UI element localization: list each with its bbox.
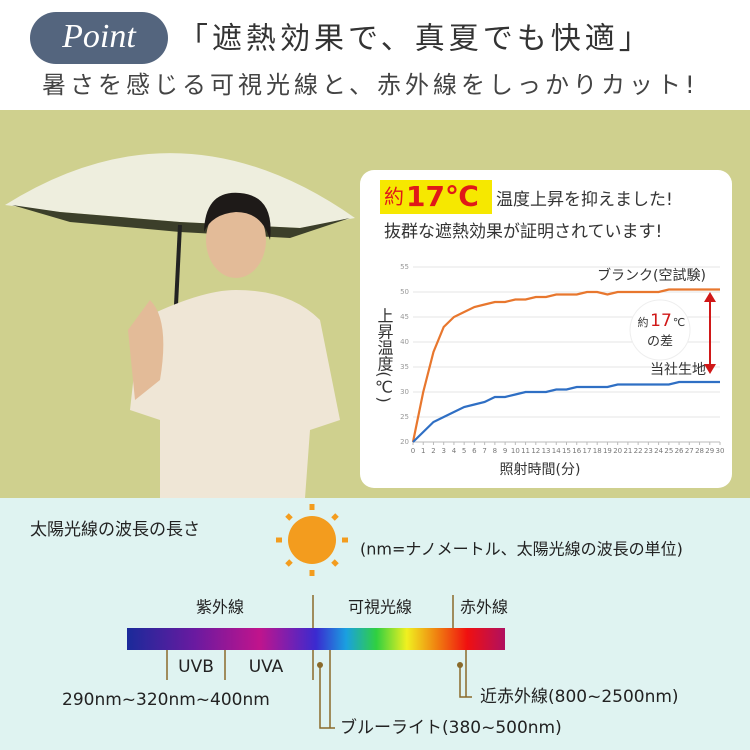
y-tick-label: 35: [400, 363, 409, 371]
x-tick-label: 4: [452, 447, 457, 455]
badge: [30, 12, 168, 64]
title: 「遮熱効果で、真夏でも快適」: [178, 22, 653, 57]
annotation-value: 17: [650, 311, 672, 331]
series-line: [412, 380, 720, 443]
hair: [204, 192, 271, 240]
x-tick-label: 2: [431, 447, 435, 455]
sun-core: [288, 516, 336, 564]
y-tick-label: 40: [400, 338, 409, 346]
headline: 温度上昇を抑えました!: [496, 190, 673, 210]
highlight-bg: [380, 180, 492, 214]
x-tick-label: 21: [623, 447, 632, 455]
umbrella-shaft: [174, 224, 182, 306]
legend-label: 当社生地: [650, 362, 706, 378]
x-tick-label: 27: [685, 447, 694, 455]
sun: [276, 504, 348, 576]
x-tick-label: 18: [593, 447, 602, 455]
chart-card: [360, 170, 732, 488]
x-tick-label: 14: [552, 447, 561, 455]
x-tick-label: 9: [503, 447, 507, 455]
y-axis-label: 上昇温度(℃): [374, 307, 393, 402]
band-label: 可視光線: [348, 598, 412, 617]
y-tick-label: 45: [400, 313, 409, 321]
marker-dot: [317, 662, 323, 668]
x-tick-label: 30: [716, 447, 725, 455]
x-tick-label: 22: [634, 447, 643, 455]
uva-label: UVA: [249, 657, 284, 677]
spectrum-title: 太陽光線の波長の長さ: [30, 520, 200, 540]
x-tick-label: 29: [705, 447, 714, 455]
highlight-prefix: 約: [384, 185, 404, 209]
spectrum-bar: [127, 628, 505, 650]
x-tick-label: 26: [675, 447, 684, 455]
x-tick-label: 10: [511, 447, 520, 455]
annotation-suffix: の差: [647, 335, 673, 350]
x-tick-label: 12: [531, 447, 540, 455]
x-tick-label: 24: [654, 447, 663, 455]
x-tick-label: 17: [583, 447, 592, 455]
brackets: [166, 650, 472, 729]
spectrum-bg: [0, 498, 750, 750]
series-line: [411, 288, 720, 443]
annotation-bubble: [629, 299, 691, 361]
band-label: 紫外線: [196, 598, 244, 617]
x-tick-label: 16: [572, 447, 581, 455]
sun-rays: [276, 504, 348, 576]
arm: [128, 300, 164, 400]
subtitle: 暑さを感じる可視光線と、赤外線をしっかりカット!: [42, 71, 699, 99]
band-label: 赤外線: [460, 598, 508, 617]
x-tick-label: 7: [482, 447, 486, 455]
arrow-head: [704, 364, 716, 374]
arrow-head: [704, 292, 716, 302]
annotation-unit: ℃: [673, 316, 685, 329]
y-tick-label: 55: [400, 263, 409, 271]
x-tick-label: 5: [462, 447, 466, 455]
x-tick-label: 28: [695, 447, 704, 455]
x-tick-label: 25: [664, 447, 673, 455]
badge-text: Point: [61, 18, 137, 55]
x-tick-label: 6: [472, 447, 477, 455]
uvb-label: UVB: [178, 657, 214, 677]
x-tick-label: 1: [421, 447, 425, 455]
x-tick-label: 19: [603, 447, 612, 455]
x-axis-label: 照射時間(分): [500, 462, 581, 478]
y-tick-label: 30: [400, 388, 409, 396]
x-tick-label: 23: [644, 447, 653, 455]
x-tick-label: 3: [441, 447, 445, 455]
marker-dot: [457, 662, 463, 668]
highlight-value: 17℃: [406, 180, 479, 213]
y-tick-label: 50: [400, 288, 409, 296]
near-ir-label: 近赤外線(800~2500nm): [480, 687, 679, 707]
range-label: 290nm~320nm~400nm: [62, 690, 270, 710]
band-dividers: [312, 595, 454, 628]
face: [206, 202, 266, 278]
shirt: [130, 290, 340, 498]
y-tick-label: 20: [400, 438, 409, 446]
umbrella-rim: [12, 205, 350, 238]
x-tick-label: 0: [411, 447, 415, 455]
x-tick-label: 13: [542, 447, 551, 455]
x-tick-label: 15: [562, 447, 571, 455]
annotation-prefix: 約: [638, 315, 649, 329]
spectrum-note: (nm=ナノメートル、太陽光線の波長の単位): [360, 540, 683, 559]
legend-label: ブランク(空試験): [597, 267, 706, 284]
x-tick-label: 8: [493, 447, 497, 455]
y-tick-label: 25: [400, 413, 409, 421]
blue-light-label: ブルーライト(380~500nm): [340, 717, 562, 738]
umbrella: [5, 153, 355, 228]
x-tick-label: 11: [521, 447, 530, 455]
x-tick-label: 20: [613, 447, 622, 455]
subline: 抜群な遮熱効果が証明されています!: [384, 222, 662, 242]
